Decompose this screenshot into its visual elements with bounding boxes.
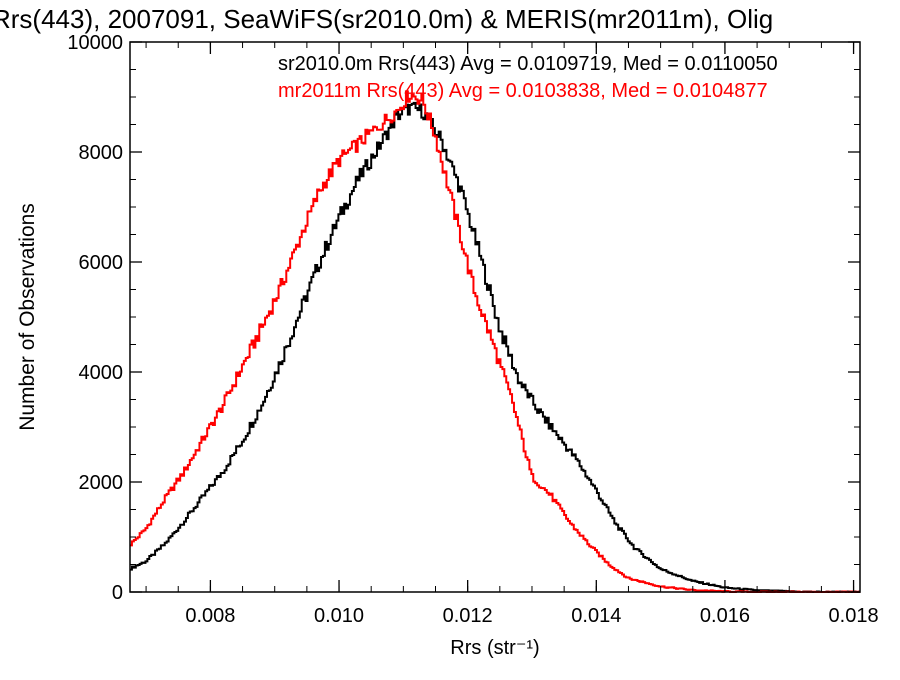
x-axis-label: Rrs (str⁻¹) — [450, 637, 539, 659]
y-axis-label: Number of Observations — [16, 203, 39, 431]
chart-title: Rrs(443), 2007091, SeaWiFS(sr2010.0m) & … — [0, 4, 773, 34]
plot-area — [130, 90, 861, 593]
x-tick-label: 0.008 — [185, 605, 235, 627]
x-tick-label: 0.010 — [314, 605, 364, 627]
y-tick-label: 4000 — [79, 362, 124, 384]
y-tick-label: 0 — [112, 582, 123, 604]
legend-entry-mr2011: mr2011m Rrs(443) Avg = 0.0103838, Med = … — [278, 80, 768, 102]
y-axis: 0 2000 4000 6000 8000 10000 — [67, 32, 860, 604]
legend-entry-sr2010: sr2010.0m Rrs(443) Avg = 0.0109719, Med … — [278, 53, 778, 75]
y-tick-label: 10000 — [67, 32, 123, 54]
y-tick-label: 6000 — [79, 252, 124, 274]
series-line-mr2011m — [130, 90, 861, 593]
x-tick-label: 0.012 — [443, 605, 493, 627]
y-tick-label: 2000 — [79, 472, 124, 494]
series-line-sr2010.0m — [130, 101, 861, 593]
x-tick-label: 0.018 — [829, 605, 879, 627]
x-tick-label: 0.014 — [571, 605, 621, 627]
y-tick-label: 8000 — [79, 142, 124, 164]
x-axis: 0.008 0.010 0.012 0.014 0.016 0.018 — [145, 42, 879, 627]
x-tick-label: 0.016 — [700, 605, 750, 627]
